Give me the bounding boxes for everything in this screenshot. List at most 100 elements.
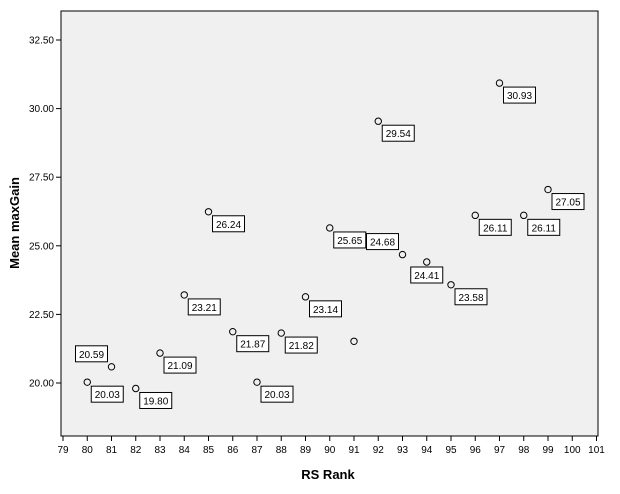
data-label: 23.21 bbox=[187, 298, 221, 316]
data-label-box bbox=[454, 288, 488, 306]
x-axis-title: RS Rank bbox=[301, 467, 355, 482]
data-label-box bbox=[236, 335, 270, 353]
data-label-box bbox=[75, 345, 108, 363]
data-label-text: 21.82 bbox=[289, 341, 314, 352]
x-tick-label: 89 bbox=[300, 445, 312, 456]
data-label-box bbox=[163, 356, 197, 374]
data-label: 24.68 bbox=[366, 233, 399, 251]
data-label-text: 24.41 bbox=[414, 271, 439, 282]
x-axis-ticks: 79 80 81 82 83 84 85 86 87 88 89 90 91 92 93 94 95 96 97 98… bbox=[57, 436, 605, 456]
data-label: 23.58 bbox=[454, 288, 488, 306]
data-label-text: 20.03 bbox=[95, 390, 120, 401]
data-point bbox=[374, 117, 382, 125]
data-label: 20.59 bbox=[75, 345, 108, 363]
data-label-box bbox=[90, 385, 124, 403]
data-point bbox=[156, 349, 164, 357]
data-point bbox=[398, 250, 407, 259]
data-label-box bbox=[212, 215, 245, 233]
data-label: 26.11 bbox=[478, 218, 512, 236]
x-tick-label: 99 bbox=[542, 445, 554, 456]
x-tick-label: 95 bbox=[445, 445, 457, 456]
data-labels: 20.03 20.59 19.80 21.09 23.21 26.24 21.87 20.03… bbox=[75, 86, 585, 409]
data-point bbox=[83, 378, 91, 386]
data-label-text: 26.11 bbox=[483, 223, 508, 234]
data-label: 29.54 bbox=[381, 124, 415, 142]
y-axis-title: Mean maxGain bbox=[7, 177, 22, 269]
data-label-box bbox=[309, 300, 342, 318]
data-label-box bbox=[381, 124, 415, 142]
x-tick-label: 83 bbox=[154, 445, 166, 456]
x-tick-label: 82 bbox=[130, 445, 142, 456]
data-point bbox=[447, 281, 455, 289]
data-point bbox=[301, 293, 310, 301]
data-label-text: 30.93 bbox=[507, 91, 532, 102]
x-tick-label: 88 bbox=[276, 445, 288, 456]
data-point bbox=[495, 79, 504, 87]
y-tick-label: 30.00 bbox=[29, 104, 54, 115]
data-label-box bbox=[284, 336, 318, 354]
data-label-box bbox=[187, 298, 221, 316]
x-tick-label: 94 bbox=[421, 445, 433, 456]
data-label-text: 21.09 bbox=[167, 361, 192, 372]
data-label-box bbox=[478, 218, 512, 236]
data-label-box bbox=[410, 266, 444, 284]
x-tick-label: 100 bbox=[564, 445, 581, 456]
data-label-box bbox=[503, 86, 536, 104]
data-label-text: 26.24 bbox=[216, 220, 241, 231]
data-label: 26.24 bbox=[212, 215, 245, 233]
data-point bbox=[520, 211, 528, 220]
data-label: 20.03 bbox=[260, 385, 294, 403]
data-label-text: 26.11 bbox=[532, 223, 557, 234]
data-point bbox=[423, 258, 431, 266]
data-point bbox=[204, 208, 213, 216]
data-point bbox=[132, 384, 140, 393]
data-label-box bbox=[260, 385, 294, 403]
data-label: 27.05 bbox=[551, 193, 585, 211]
data-label-text: 29.54 bbox=[386, 129, 411, 140]
data-label: 21.82 bbox=[284, 336, 318, 354]
data-label-text: 19.80 bbox=[143, 396, 168, 407]
data-points bbox=[83, 79, 552, 393]
data-point bbox=[180, 291, 188, 299]
data-point bbox=[253, 378, 261, 386]
data-label: 24.41 bbox=[410, 266, 444, 284]
data-label-box bbox=[551, 193, 585, 211]
data-label-text: 20.59 bbox=[79, 350, 104, 361]
data-point bbox=[229, 327, 237, 336]
plot-area bbox=[60, 10, 599, 437]
data-label: 30.93 bbox=[503, 86, 536, 104]
x-tick-label: 90 bbox=[324, 445, 336, 456]
y-tick-label: 22.50 bbox=[29, 310, 54, 321]
x-tick-label: 91 bbox=[348, 445, 360, 456]
data-label: 21.09 bbox=[163, 356, 197, 374]
y-tick-label: 25.00 bbox=[29, 241, 54, 252]
data-label-text: 20.03 bbox=[264, 390, 289, 401]
data-label: 26.11 bbox=[527, 218, 561, 236]
x-tick-label: 85 bbox=[203, 445, 215, 456]
x-tick-label: 86 bbox=[227, 445, 239, 456]
data-label: 21.87 bbox=[236, 335, 270, 353]
data-label: 25.65 bbox=[333, 231, 367, 249]
data-label: 20.03 bbox=[90, 385, 124, 403]
data-point bbox=[350, 337, 358, 345]
x-tick-label: 92 bbox=[373, 445, 385, 456]
x-tick-label: 96 bbox=[470, 445, 482, 456]
y-axis-ticks: 20.00 22.50 25.00 27.50 30.00 32.50 bbox=[29, 36, 61, 390]
x-tick-label: 79 bbox=[57, 445, 69, 456]
x-tick-label: 101 bbox=[588, 445, 605, 456]
y-tick-label: 32.50 bbox=[29, 36, 54, 47]
data-label-text: 27.05 bbox=[555, 198, 580, 209]
data-label-box bbox=[527, 218, 561, 236]
data-label: 23.14 bbox=[309, 300, 342, 318]
data-label: 19.80 bbox=[139, 391, 173, 409]
data-point bbox=[544, 185, 552, 194]
data-point bbox=[326, 224, 334, 232]
x-tick-label: 84 bbox=[179, 445, 191, 456]
y-tick-label: 20.00 bbox=[29, 379, 54, 390]
x-tick-label: 80 bbox=[82, 445, 94, 456]
data-label-text: 24.68 bbox=[370, 238, 395, 249]
data-label-text: 21.87 bbox=[240, 340, 265, 351]
data-label-text: 23.14 bbox=[313, 305, 338, 316]
data-point bbox=[471, 211, 479, 220]
